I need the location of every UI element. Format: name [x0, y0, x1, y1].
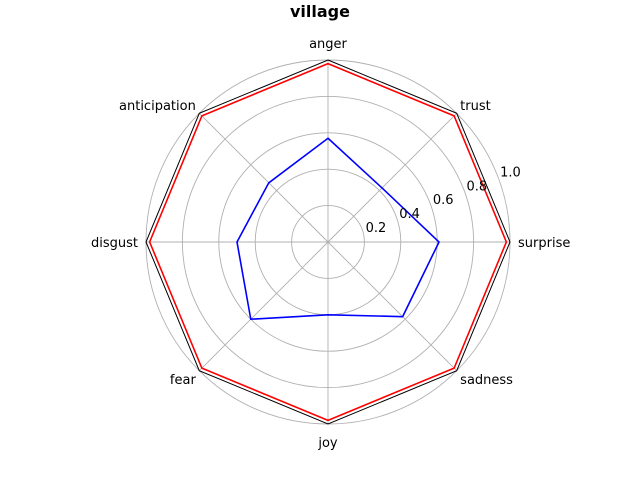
spoke-trust	[327, 112, 458, 243]
axis-label-trust: trust	[460, 99, 491, 114]
polar-frame	[145, 59, 511, 425]
label-layer: anger trust surprise sadness joy fear disgust a…	[91, 37, 570, 451]
axis-label-sadness: sadness	[460, 373, 513, 388]
axis-label-disgust: disgust	[91, 236, 138, 251]
grid-layer	[145, 59, 511, 425]
axis-label-fear: fear	[170, 373, 197, 388]
frame-layer	[145, 59, 511, 425]
r-tick-label-1: 0.4	[399, 207, 420, 222]
spoke-anticipation	[198, 112, 329, 243]
series-layer	[148, 62, 508, 422]
r-tick-label-4: 1.0	[500, 165, 521, 180]
spoke-fear	[198, 241, 329, 372]
r-tick-label-2: 0.6	[433, 193, 454, 208]
axis-label-anticipation: anticipation	[119, 99, 196, 114]
r-tick-label-0: 0.2	[366, 221, 387, 236]
r-tick-label-3: 0.8	[467, 179, 488, 194]
axis-label-surprise: surprise	[518, 236, 570, 251]
spoke-sadness	[327, 241, 458, 372]
axis-label-anger: anger	[309, 37, 347, 52]
chart-title: village	[290, 2, 350, 21]
series-line-1	[236, 137, 440, 321]
axis-label-joy: joy	[317, 436, 338, 451]
